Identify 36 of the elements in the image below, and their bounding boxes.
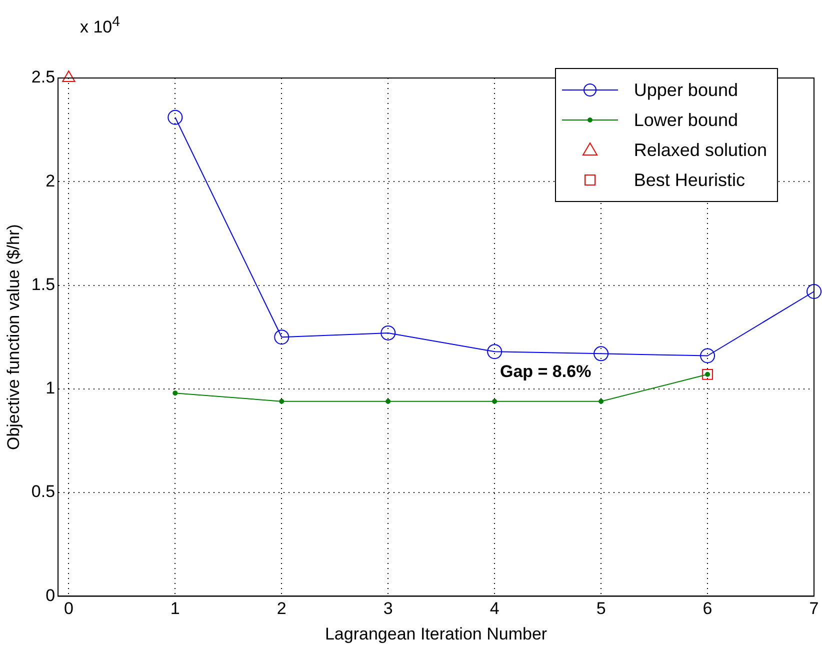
x-tick-label: 2 (276, 599, 286, 618)
point (62, 70, 76, 82)
x-tick-label: 1 (170, 599, 180, 618)
x-tick-label: 6 (702, 599, 712, 618)
legend-label: Best Heuristic (634, 170, 745, 190)
x-axis-title: Lagrangean Iteration Number (324, 624, 548, 644)
x-tick-label: 3 (383, 599, 393, 618)
point (492, 398, 498, 404)
point (487, 344, 502, 360)
point (702, 368, 713, 380)
y-tick-label: 1.5 (31, 274, 56, 294)
legend-label: Lower bound (634, 110, 738, 130)
x-tick-label: 5 (596, 599, 606, 618)
y-tick-label: 0 (46, 586, 56, 605)
point (380, 325, 396, 340)
y-tick-label: 0.5 (31, 482, 56, 502)
y-axis-title: Objective function value ($/hr) (4, 224, 23, 450)
text: x 10$^{4}$ (80, 14, 120, 38)
point (700, 348, 716, 364)
point (598, 398, 604, 404)
y-tick-label: 1 (46, 378, 56, 398)
y-tick-label: 2.5 (31, 68, 56, 87)
point (594, 346, 609, 362)
point (386, 398, 391, 404)
legend-label: Relaxed solution (634, 140, 767, 160)
x-tick-label: 4 (490, 599, 500, 618)
point (274, 330, 290, 345)
legend-label: Upper bound (634, 80, 738, 100)
x-tick-label: 7 (809, 599, 819, 618)
x-tick-label: 0 (64, 599, 74, 618)
y-tick-label: 2 (46, 171, 56, 190)
point (172, 390, 178, 396)
point (279, 398, 284, 404)
annotation: Gap = 8.6% (500, 362, 592, 382)
point (168, 110, 183, 125)
point (806, 284, 822, 299)
